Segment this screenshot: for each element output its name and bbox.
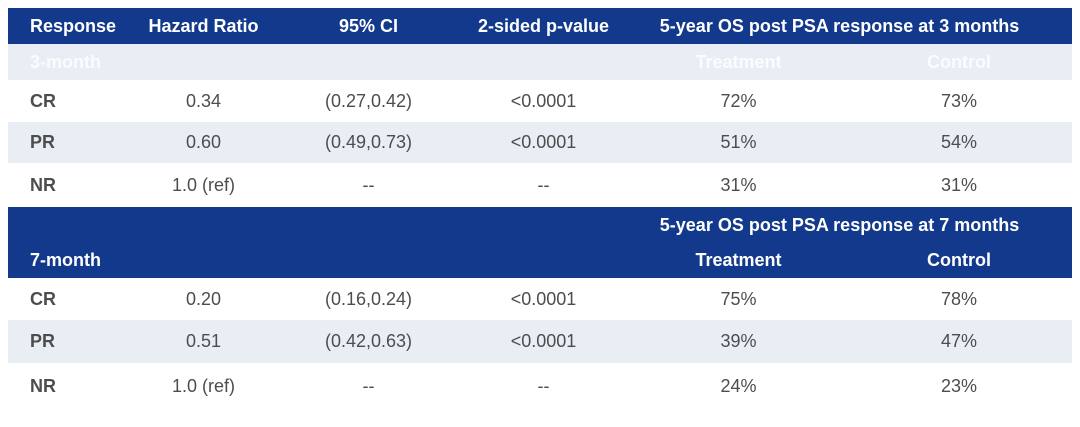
p-value-cell: <0.0001 [456,320,631,363]
table-row-7month-nr: NR 1.0 (ref) -- -- 24% 23% [8,363,1072,409]
p-value-cell: <0.0001 [456,122,631,163]
os-header-row-7-month: 5-year OS post PSA response at 7 months [8,207,1072,243]
p-value-cell: <0.0001 [456,278,631,320]
control-os-cell: 54% [846,122,1072,163]
spacer-cell [8,207,126,243]
spacer-cell [126,243,281,278]
control-os-cell: 31% [846,163,1072,207]
os-header-3-month: 5-year OS post PSA response at 3 months [631,8,1072,44]
spacer-cell [126,207,281,243]
hazard-ratio-cell: 0.60 [126,122,281,163]
table-row-3month-cr: CR 0.34 (0.27,0.42) <0.0001 72% 73% [8,80,1072,122]
spacer-cell [281,243,456,278]
hazard-ratio-cell: 1.0 (ref) [126,363,281,409]
spacer-cell [456,44,631,80]
response-cell: PR [8,122,126,163]
control-column-label: Control [846,243,1072,278]
col-header-response: Response [8,8,126,44]
response-cell: NR [8,163,126,207]
p-value-cell: -- [456,363,631,409]
control-os-cell: 73% [846,80,1072,122]
response-cell: PR [8,320,126,363]
section-label-3-month: 3-month [8,44,126,80]
p-value-cell: <0.0001 [456,80,631,122]
treatment-os-cell: 72% [631,80,846,122]
response-cell: CR [8,278,126,320]
os-header-7-month: 5-year OS post PSA response at 7 months [631,207,1072,243]
control-column-label: Control [846,44,1072,80]
col-header-95-ci: 95% CI [281,8,456,44]
table-header-row: Response Hazard Ratio 95% CI 2-sided p-v… [8,8,1072,44]
spacer-cell [281,207,456,243]
ci-cell: (0.27,0.42) [281,80,456,122]
response-cell: NR [8,363,126,409]
treatment-os-cell: 24% [631,363,846,409]
hazard-ratio-cell: 1.0 (ref) [126,163,281,207]
col-header-p-value: 2-sided p-value [456,8,631,44]
p-value-cell: -- [456,163,631,207]
ci-cell: -- [281,163,456,207]
hazard-ratio-cell: 0.20 [126,278,281,320]
section-label-7-month: 7-month [8,243,126,278]
ci-cell: (0.16,0.24) [281,278,456,320]
treatment-column-label: Treatment [631,44,846,80]
col-header-hazard-ratio: Hazard Ratio [126,8,281,44]
treatment-os-cell: 51% [631,122,846,163]
ci-cell: (0.42,0.63) [281,320,456,363]
treatment-os-cell: 31% [631,163,846,207]
hazard-ratio-cell: 0.34 [126,80,281,122]
response-cell: CR [8,80,126,122]
spacer-cell [456,207,631,243]
subheader-row-3-month: 3-month Treatment Control [8,44,1072,80]
control-os-cell: 47% [846,320,1072,363]
treatment-column-label: Treatment [631,243,846,278]
treatment-os-cell: 75% [631,278,846,320]
spacer-cell [126,44,281,80]
table-row-3month-pr: PR 0.60 (0.49,0.73) <0.0001 51% 54% [8,122,1072,163]
table-row-7month-pr: PR 0.51 (0.42,0.63) <0.0001 39% 47% [8,320,1072,363]
ci-cell: (0.49,0.73) [281,122,456,163]
ci-cell: -- [281,363,456,409]
subheader-row-7-month: 7-month Treatment Control [8,243,1072,278]
control-os-cell: 78% [846,278,1072,320]
hazard-ratio-cell: 0.51 [126,320,281,363]
table-row-3month-nr: NR 1.0 (ref) -- -- 31% 31% [8,163,1072,207]
psa-response-table: Response Hazard Ratio 95% CI 2-sided p-v… [8,8,1072,409]
spacer-cell [281,44,456,80]
table-row-7month-cr: CR 0.20 (0.16,0.24) <0.0001 75% 78% [8,278,1072,320]
spacer-cell [456,243,631,278]
control-os-cell: 23% [846,363,1072,409]
treatment-os-cell: 39% [631,320,846,363]
